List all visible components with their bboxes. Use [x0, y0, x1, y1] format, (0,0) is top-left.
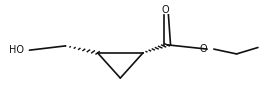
Text: HO: HO — [9, 45, 23, 55]
Text: O: O — [199, 44, 207, 54]
Text: O: O — [162, 5, 170, 15]
